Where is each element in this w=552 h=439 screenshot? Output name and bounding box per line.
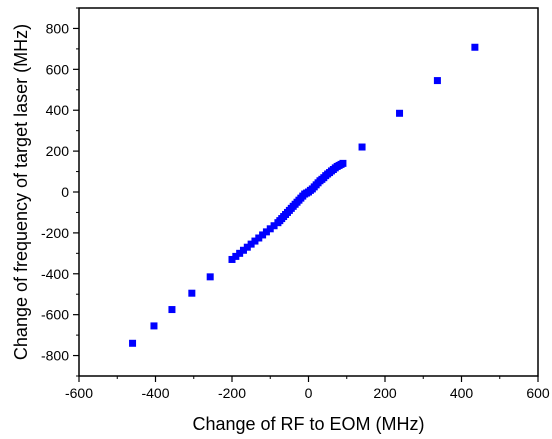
x-tick-label: -200 bbox=[218, 385, 246, 401]
y-tick-label: -600 bbox=[41, 307, 69, 323]
data-point bbox=[247, 240, 255, 248]
y-axis-title: Change of frequency of target laser (MHz… bbox=[11, 24, 31, 360]
y-tick-label: 800 bbox=[46, 20, 70, 36]
data-point bbox=[129, 339, 137, 347]
data-point bbox=[188, 289, 196, 297]
data-point bbox=[433, 77, 441, 85]
data-point bbox=[259, 231, 267, 239]
data-point bbox=[239, 246, 247, 254]
data-point bbox=[339, 159, 347, 167]
data-point bbox=[232, 252, 240, 260]
data-point bbox=[168, 306, 176, 314]
data-point bbox=[262, 228, 270, 236]
data-point bbox=[471, 43, 479, 51]
y-axis-ticks: -800 -600 -400 -200 0 200 400 600 800 bbox=[41, 7, 79, 377]
x-tick-label: 200 bbox=[373, 385, 397, 401]
y-tick-label: 0 bbox=[61, 184, 69, 200]
data-point bbox=[255, 234, 263, 242]
x-tick-label: -400 bbox=[141, 385, 169, 401]
x-axis-ticks: -600 -400 -200 0 200 400 600 bbox=[65, 376, 550, 401]
data-point bbox=[236, 249, 244, 257]
y-tick-label: 200 bbox=[46, 143, 70, 159]
data-point bbox=[251, 237, 259, 245]
data-point bbox=[270, 222, 278, 230]
data-point bbox=[243, 243, 251, 251]
y-tick-label: 400 bbox=[46, 102, 70, 118]
data-points bbox=[129, 43, 479, 347]
y-tick-label: -400 bbox=[41, 266, 69, 282]
data-point bbox=[228, 255, 236, 263]
data-point bbox=[150, 322, 158, 330]
data-point bbox=[358, 143, 366, 151]
data-point bbox=[266, 225, 274, 233]
y-tick-label: -200 bbox=[41, 225, 69, 241]
data-point bbox=[206, 273, 214, 281]
y-tick-label: -800 bbox=[41, 348, 69, 364]
x-tick-label: 600 bbox=[526, 385, 550, 401]
x-tick-label: 0 bbox=[305, 385, 313, 401]
y-tick-label: 600 bbox=[46, 61, 70, 77]
x-axis-title: Change of RF to EOM (MHz) bbox=[192, 414, 424, 434]
x-tick-label: -600 bbox=[65, 385, 93, 401]
data-point bbox=[396, 109, 404, 117]
x-tick-label: 400 bbox=[450, 385, 474, 401]
